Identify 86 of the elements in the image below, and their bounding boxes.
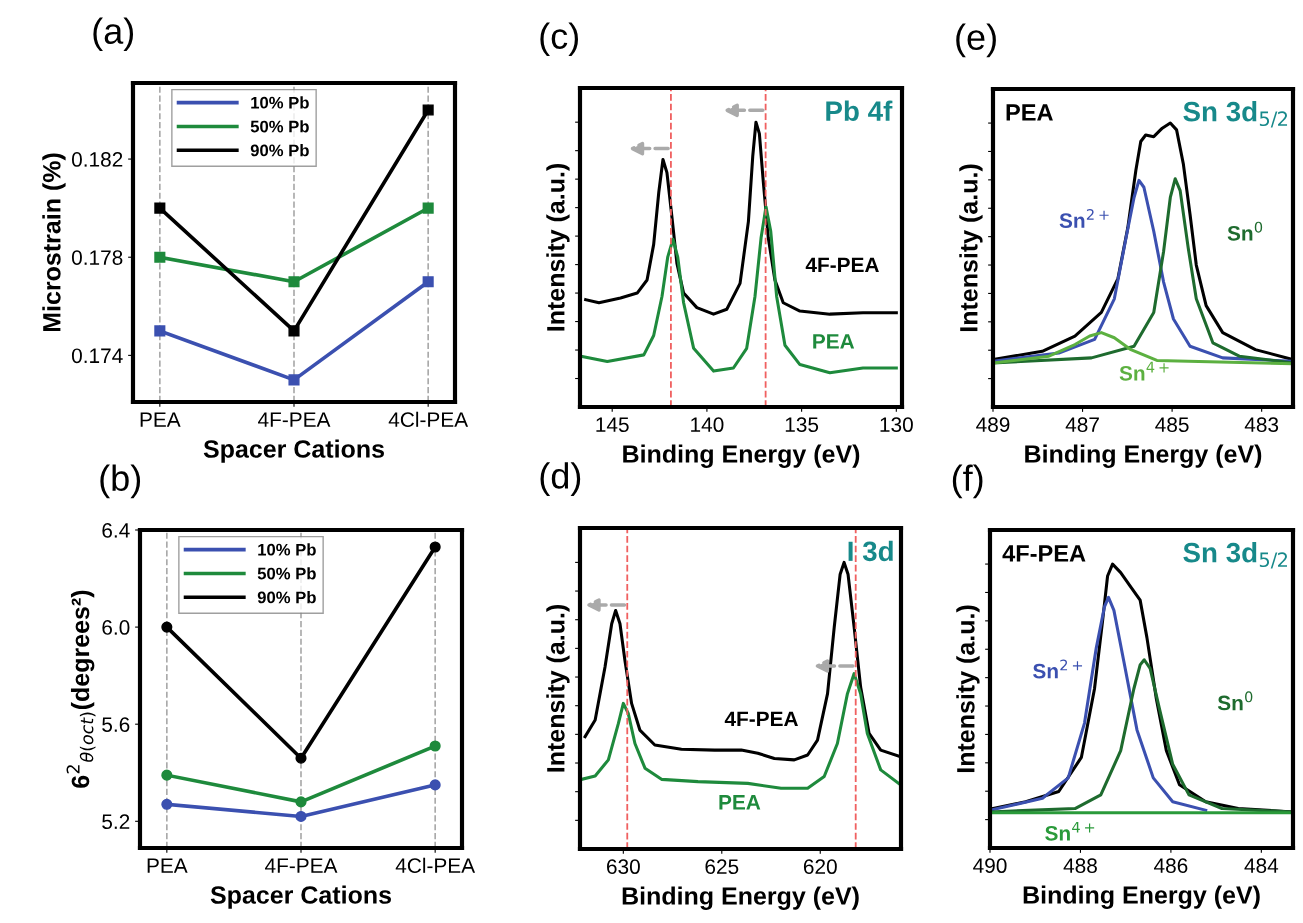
x-tick-label: 490: [973, 858, 1007, 874]
point: [154, 251, 166, 263]
x-tick-label: PEA: [140, 412, 181, 427]
x-tick-label: PEA: [147, 858, 188, 873]
legend-label: 10% Pb: [251, 96, 309, 109]
point: [161, 769, 173, 781]
x-tick-label: 487: [1065, 417, 1099, 433]
chart-title: (a): [93, 17, 134, 52]
x-axis-title: Binding Energy (eV): [622, 886, 859, 910]
y-tick-label: 0.178: [71, 250, 123, 265]
x-axis-title: Binding Energy (eV): [1023, 885, 1260, 909]
legend-label: 50% Pb: [257, 567, 316, 580]
text: I 3d: [848, 540, 893, 562]
chart-title: (e): [956, 23, 996, 58]
x-tick-label: 620: [803, 859, 837, 875]
point: [422, 276, 434, 288]
point: [161, 798, 173, 810]
annotation: Sn 3d$_{5/2}$: [1183, 101, 1288, 128]
text: 4F-PEA: [1002, 545, 1086, 562]
x-tick-label: 485: [1155, 417, 1189, 433]
point: [422, 202, 434, 214]
x-axis-title: Binding Energy (eV): [623, 444, 860, 468]
x-tick-label: 489: [976, 417, 1010, 433]
x-axis-title: Spacer Cations: [203, 439, 384, 463]
x-tick-label: 625: [705, 859, 739, 875]
x-tick-label: 4F-PEA: [258, 412, 331, 427]
x-tick-label: 4Cl-PEA: [395, 857, 476, 874]
point: [154, 325, 166, 337]
series-label: Sn$^{4+}$: [1119, 361, 1169, 381]
x-tick-label: 483: [1244, 417, 1279, 433]
point: [295, 810, 307, 822]
x-tick-label: 630: [607, 859, 640, 875]
point: [429, 541, 441, 553]
point: [429, 740, 441, 752]
x-axis-title: Spacer Cations: [210, 885, 391, 909]
x-tick-label: 4F-PEA: [265, 858, 338, 873]
x-tick-label: 486: [1154, 858, 1188, 874]
y-axis-title: Intensity (a.u.): [546, 164, 570, 331]
legend-label: 90% Pb: [250, 144, 309, 157]
y-tick-label: 0.174: [71, 348, 123, 364]
x-tick-label: 4Cl-PEA: [388, 411, 469, 428]
legend-label: 10% Pb: [258, 543, 316, 556]
series-label: Sn$^{4+}$: [1045, 821, 1095, 841]
series-label: 4F-PEA: [805, 257, 879, 273]
annotation: Sn 3d$_{5/2}$: [1183, 542, 1288, 569]
y-tick-label: 6.4: [102, 523, 130, 538]
x-tick-label: 130: [880, 417, 913, 433]
y-axis-title: Intensity (a.u.): [546, 605, 570, 772]
series-label: Sn$^{2+}$: [1059, 208, 1109, 228]
y-tick-label: 5.2: [102, 814, 130, 830]
series-label: PEA: [813, 334, 855, 349]
series-label: 4F-PEA: [724, 711, 798, 726]
x-tick-label: 488: [1063, 858, 1097, 874]
point: [154, 202, 166, 214]
text: Sn$^{0}$: [1217, 691, 1253, 711]
y-tick-label: 0.182: [71, 152, 123, 167]
text: PEA: [1006, 104, 1053, 121]
y-axis-title: Microstrain (%): [42, 153, 66, 332]
legend-label: 50% Pb: [250, 120, 309, 133]
x-tick-label: 135: [785, 417, 819, 433]
y-axis-title: 6$^{2}$$_{θ(oct)}$(degrees²): [66, 590, 96, 788]
y-tick-label: 6.0: [102, 620, 130, 635]
series-label: Sn$^{2+}$: [1033, 659, 1083, 679]
chart-title: (c): [540, 22, 578, 57]
point: [161, 621, 173, 633]
chart-title: (d): [540, 462, 581, 496]
series-label: PEA: [719, 795, 761, 810]
chart-title: (b): [100, 464, 141, 499]
x-axis-title: Binding Energy (eV): [1025, 444, 1262, 468]
x-tick-label: 140: [691, 417, 724, 433]
legend-label: 90% Pb: [257, 591, 316, 604]
chart-title: (f): [952, 464, 983, 499]
point: [295, 796, 307, 808]
point: [288, 276, 300, 288]
y-axis-title: Intensity (a.u.): [959, 164, 983, 332]
point: [295, 752, 307, 764]
x-tick-label: 484: [1244, 858, 1279, 874]
point: [288, 325, 300, 337]
y-axis-title: Intensity (a.u.): [956, 605, 980, 773]
y-tick-label: 5.6: [102, 717, 130, 732]
text: Pb 4f: [826, 100, 893, 121]
series-label: Sn$^{0}$: [1227, 221, 1263, 241]
point: [288, 374, 300, 386]
point: [422, 104, 434, 116]
x-tick-label: 145: [596, 417, 629, 433]
point: [429, 779, 441, 791]
